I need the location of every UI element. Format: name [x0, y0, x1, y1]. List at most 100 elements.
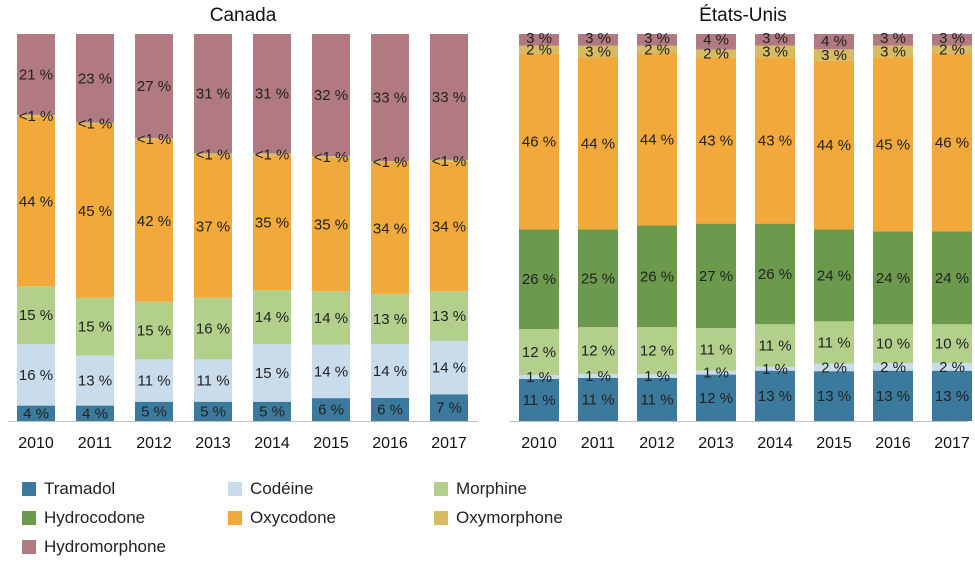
- bar-stack-2012: 11 % 1 % 12 % 26 % 44 % 2 %3 %: [637, 30, 677, 421]
- bar-segment-oxymorphone: [519, 45, 559, 54]
- data-label-oxycodone: 35 %: [314, 217, 348, 234]
- data-label-hydrocodone: 25 %: [581, 270, 615, 287]
- data-label-tramadol: 13 %: [817, 388, 851, 405]
- bar-segment-tramadol: [696, 374, 736, 421]
- data-label-oxymorphone: 3 %: [762, 43, 788, 60]
- data-label-oxycodone: 42 %: [137, 213, 171, 230]
- bar-segment-tramadol: [755, 370, 795, 421]
- data-label-hydromorphone: 3 %: [644, 30, 670, 47]
- data-label-hydromorphone: 3 %: [585, 30, 611, 47]
- data-label-hydrocodone: 24 %: [876, 270, 910, 287]
- bar-segment-tramadol: [312, 398, 350, 421]
- x-tick-label: 2010: [521, 435, 557, 452]
- bar-segment-oxycodone: [371, 163, 409, 294]
- bar-segment-morphine: [519, 329, 559, 376]
- bar-segment-oxymorphone: [873, 45, 913, 58]
- bar-segment-morphine: [755, 324, 795, 367]
- bar-stack-2013: 12 % 1 % 11 % 27 % 43 % 2 %4 %: [696, 31, 736, 421]
- bar-segment-codeine: [814, 363, 854, 372]
- x-tick-label: 2013: [698, 435, 734, 452]
- data-label-oxymorphone: <1 %: [314, 149, 349, 166]
- data-label-codeine: 14 %: [373, 363, 407, 380]
- data-label-oxycodone: 44 %: [19, 194, 53, 211]
- bar-stack-2016: 6 % 14 % 13 % 34 % <1 % 33 %: [371, 34, 409, 421]
- bar-segment-oxycodone: [253, 155, 291, 291]
- bar-segment-oxycodone: [312, 157, 350, 292]
- bar-segment-tramadol: [253, 401, 291, 421]
- bar-segment-oxymorphone: [932, 45, 972, 54]
- data-label-oxycodone: 34 %: [432, 219, 466, 236]
- chart-title: Canada: [210, 5, 277, 26]
- bar-segment-morphine: [312, 291, 350, 345]
- data-label-oxymorphone: 2 %: [703, 45, 729, 62]
- data-label-tramadol: 6 %: [318, 402, 344, 419]
- data-label-codeine: 1 %: [762, 361, 788, 378]
- data-label-codeine: 1 %: [526, 369, 552, 386]
- data-label-oxycodone: 44 %: [640, 132, 674, 149]
- data-label-codeine: 2 %: [821, 359, 847, 376]
- bar-segment-morphine: [76, 297, 114, 356]
- data-label-morphine: 15 %: [137, 323, 171, 340]
- data-label-oxymorphone: 2 %: [526, 41, 552, 58]
- bar-segment-morphine: [17, 286, 55, 344]
- bar-segment-morphine: [194, 297, 232, 360]
- bar-segment-oxycodone: [755, 57, 795, 224]
- bar-segment-codeine: [135, 359, 173, 402]
- data-label-tramadol: 13 %: [876, 388, 910, 405]
- x-tick-label: 2016: [372, 435, 408, 452]
- bar-segment-oxycodone: [430, 161, 468, 292]
- data-label-morphine: 13 %: [373, 311, 407, 328]
- bar-stack-2011: 11 % 1 % 12 % 25 % 44 % 3 %3 %: [578, 30, 618, 421]
- data-label-hydromorphone: 33 %: [432, 89, 466, 106]
- data-label-hydrocodone: 26 %: [758, 266, 792, 283]
- bar-segment-oxymorphone: [17, 114, 55, 117]
- bar-segment-oxymorphone: [194, 153, 232, 156]
- data-label-codeine: 2 %: [880, 359, 906, 376]
- data-label-codeine: 1 %: [585, 368, 611, 385]
- x-tick-label: 2012: [639, 435, 675, 452]
- data-label-hydromorphone: 31 %: [196, 86, 230, 103]
- data-label-hydrocodone: 24 %: [935, 270, 969, 287]
- bar-segment-hydromorphone: [578, 34, 618, 46]
- x-tick-label: 2016: [875, 435, 911, 452]
- data-label-hydromorphone: 3 %: [762, 30, 788, 47]
- bar-segment-hydromorphone: [519, 34, 559, 46]
- bar-segment-tramadol: [17, 405, 55, 421]
- bar-segment-hydrocodone: [755, 223, 795, 325]
- data-label-codeine: 1 %: [703, 365, 729, 382]
- data-label-morphine: 16 %: [196, 321, 230, 338]
- data-label-tramadol: 7 %: [436, 400, 462, 417]
- x-tick-label: 2010: [18, 435, 54, 452]
- bar-segment-tramadol: [371, 397, 409, 421]
- data-label-hydromorphone: 4 %: [821, 33, 847, 50]
- data-label-hydromorphone: 21 %: [19, 66, 53, 83]
- data-label-hydrocodone: 26 %: [640, 268, 674, 285]
- data-label-tramadol: 12 %: [699, 390, 733, 407]
- data-label-codeine: 14 %: [314, 363, 348, 380]
- bar-segment-hydromorphone: [312, 34, 350, 157]
- bar-segment-hydromorphone: [637, 34, 677, 46]
- data-label-tramadol: 11 %: [581, 392, 614, 409]
- data-label-oxycodone: 46 %: [935, 134, 969, 151]
- bar-segment-hydromorphone: [135, 34, 173, 138]
- data-label-morphine: 10 %: [935, 336, 969, 353]
- data-label-hydromorphone: 33 %: [373, 90, 407, 107]
- bar-segment-oxymorphone: [578, 45, 618, 58]
- data-label-oxymorphone: <1 %: [137, 131, 172, 148]
- data-label-oxycodone: 43 %: [699, 132, 733, 149]
- data-label-tramadol: 13 %: [758, 388, 792, 405]
- data-label-tramadol: 11 %: [522, 392, 555, 409]
- data-label-morphine: 12 %: [522, 344, 556, 361]
- bar-segment-morphine: [371, 293, 409, 344]
- bar-segment-codeine: [578, 374, 618, 378]
- data-label-oxymorphone: 3 %: [821, 47, 847, 64]
- bar-segment-codeine: [932, 362, 972, 371]
- bar-segment-hydromorphone: [873, 34, 913, 46]
- bar-stack-2010: 11 % 1 % 12 % 26 % 46 % 2 %3 %: [519, 30, 559, 421]
- bar-segment-hydrocodone: [873, 231, 913, 325]
- data-label-hydromorphone: 31 %: [255, 86, 289, 103]
- data-label-tramadol: 4 %: [23, 405, 49, 422]
- bar-segment-hydromorphone: [371, 34, 409, 162]
